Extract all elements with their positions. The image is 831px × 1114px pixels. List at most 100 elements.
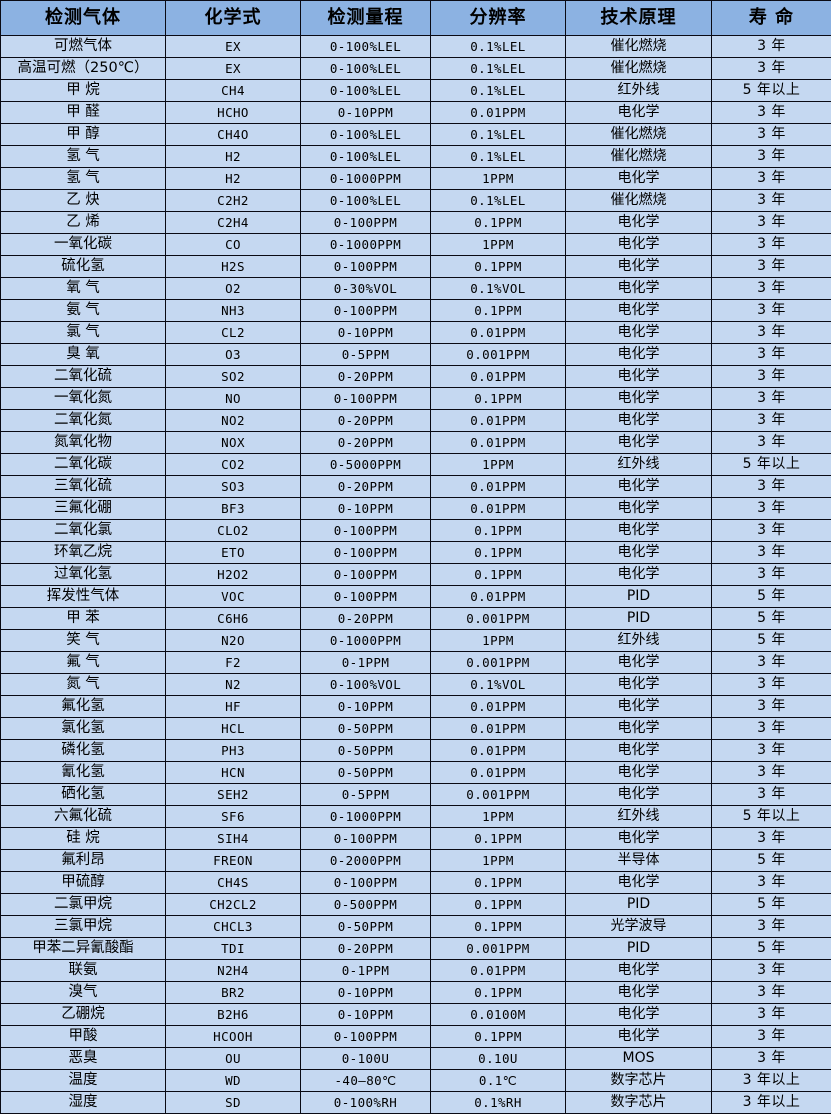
cell-lifespan: 3 年 bbox=[712, 520, 831, 542]
cell-technology: 电化学 bbox=[566, 498, 712, 520]
cell-gas-name: 二氧化硫 bbox=[1, 366, 166, 388]
cell-lifespan: 3 年 bbox=[712, 234, 831, 256]
cell-resolution: 0.10U bbox=[431, 1048, 566, 1070]
cell-gas-name: 乙 炔 bbox=[1, 190, 166, 212]
cell-gas-name: 可燃气体 bbox=[1, 36, 166, 58]
cell-gas-name: 甲硫醇 bbox=[1, 872, 166, 894]
cell-chemical-formula: NOX bbox=[166, 432, 301, 454]
cell-chemical-formula: HF bbox=[166, 696, 301, 718]
cell-resolution: 0.001PPM bbox=[431, 652, 566, 674]
cell-gas-name: 联氨 bbox=[1, 960, 166, 982]
cell-detection-range: 0-30%VOL bbox=[301, 278, 431, 300]
cell-detection-range: 0-50PPM bbox=[301, 740, 431, 762]
cell-detection-range: 0-100%LEL bbox=[301, 146, 431, 168]
cell-lifespan: 5 年以上 bbox=[712, 806, 831, 828]
cell-technology: MOS bbox=[566, 1048, 712, 1070]
cell-chemical-formula: O2 bbox=[166, 278, 301, 300]
cell-detection-range: 0-1000PPM bbox=[301, 806, 431, 828]
cell-lifespan: 3 年 bbox=[712, 432, 831, 454]
cell-resolution: 0.1%LEL bbox=[431, 58, 566, 80]
cell-resolution: 0.1PPM bbox=[431, 564, 566, 586]
cell-resolution: 0.1PPM bbox=[431, 520, 566, 542]
cell-detection-range: 0-100PPM bbox=[301, 300, 431, 322]
cell-detection-range: 0-100%LEL bbox=[301, 80, 431, 102]
cell-resolution: 0.001PPM bbox=[431, 608, 566, 630]
cell-technology: 半导体 bbox=[566, 850, 712, 872]
cell-gas-name: 一氧化氮 bbox=[1, 388, 166, 410]
cell-chemical-formula: CH4O bbox=[166, 124, 301, 146]
cell-detection-range: 0-20PPM bbox=[301, 608, 431, 630]
cell-detection-range: 0-20PPM bbox=[301, 410, 431, 432]
cell-resolution: 0.1PPM bbox=[431, 894, 566, 916]
cell-detection-range: 0-100%LEL bbox=[301, 124, 431, 146]
cell-resolution: 0.0100M bbox=[431, 1004, 566, 1026]
cell-technology: 电化学 bbox=[566, 168, 712, 190]
cell-detection-range: 0-50PPM bbox=[301, 762, 431, 784]
cell-gas-name: 甲 苯 bbox=[1, 608, 166, 630]
cell-chemical-formula: N2H4 bbox=[166, 960, 301, 982]
cell-chemical-formula: CHCL3 bbox=[166, 916, 301, 938]
cell-detection-range: 0-10PPM bbox=[301, 102, 431, 124]
cell-gas-name: 甲 醇 bbox=[1, 124, 166, 146]
column-header-formula: 化学式 bbox=[166, 1, 301, 36]
cell-technology: 电化学 bbox=[566, 828, 712, 850]
cell-resolution: 0.1PPM bbox=[431, 982, 566, 1004]
cell-chemical-formula: H2S bbox=[166, 256, 301, 278]
cell-resolution: 0.1%LEL bbox=[431, 124, 566, 146]
cell-gas-name: 氨 气 bbox=[1, 300, 166, 322]
cell-lifespan: 3 年 bbox=[712, 696, 831, 718]
cell-technology: 电化学 bbox=[566, 652, 712, 674]
cell-lifespan: 3 年 bbox=[712, 410, 831, 432]
cell-technology: 电化学 bbox=[566, 696, 712, 718]
cell-lifespan: 5 年以上 bbox=[712, 454, 831, 476]
cell-gas-name: 氟化氢 bbox=[1, 696, 166, 718]
cell-lifespan: 5 年 bbox=[712, 938, 831, 960]
cell-lifespan: 5 年 bbox=[712, 608, 831, 630]
cell-lifespan: 3 年 bbox=[712, 168, 831, 190]
cell-chemical-formula: HCOOH bbox=[166, 1026, 301, 1048]
cell-technology: 电化学 bbox=[566, 1004, 712, 1026]
cell-chemical-formula: HCN bbox=[166, 762, 301, 784]
cell-technology: 电化学 bbox=[566, 762, 712, 784]
column-header-gas: 检测气体 bbox=[1, 1, 166, 36]
cell-resolution: 0.01PPM bbox=[431, 498, 566, 520]
cell-technology: 红外线 bbox=[566, 806, 712, 828]
cell-chemical-formula: SF6 bbox=[166, 806, 301, 828]
cell-technology: 数字芯片 bbox=[566, 1070, 712, 1092]
cell-gas-name: 温度 bbox=[1, 1070, 166, 1092]
cell-resolution: 0.1%LEL bbox=[431, 36, 566, 58]
cell-technology: 电化学 bbox=[566, 366, 712, 388]
cell-detection-range: 0-500PPM bbox=[301, 894, 431, 916]
cell-chemical-formula: CH4 bbox=[166, 80, 301, 102]
cell-resolution: 0.1%RH bbox=[431, 1092, 566, 1114]
cell-gas-name: 氢 气 bbox=[1, 168, 166, 190]
cell-chemical-formula: H2 bbox=[166, 168, 301, 190]
cell-gas-name: 氧 气 bbox=[1, 278, 166, 300]
table-header: 检测气体 化学式 检测量程 分辨率 技术原理 寿 命 bbox=[1, 1, 831, 36]
cell-technology: 电化学 bbox=[566, 410, 712, 432]
cell-technology: PID bbox=[566, 938, 712, 960]
cell-detection-range: 0-10PPM bbox=[301, 1004, 431, 1026]
cell-chemical-formula: C2H2 bbox=[166, 190, 301, 212]
